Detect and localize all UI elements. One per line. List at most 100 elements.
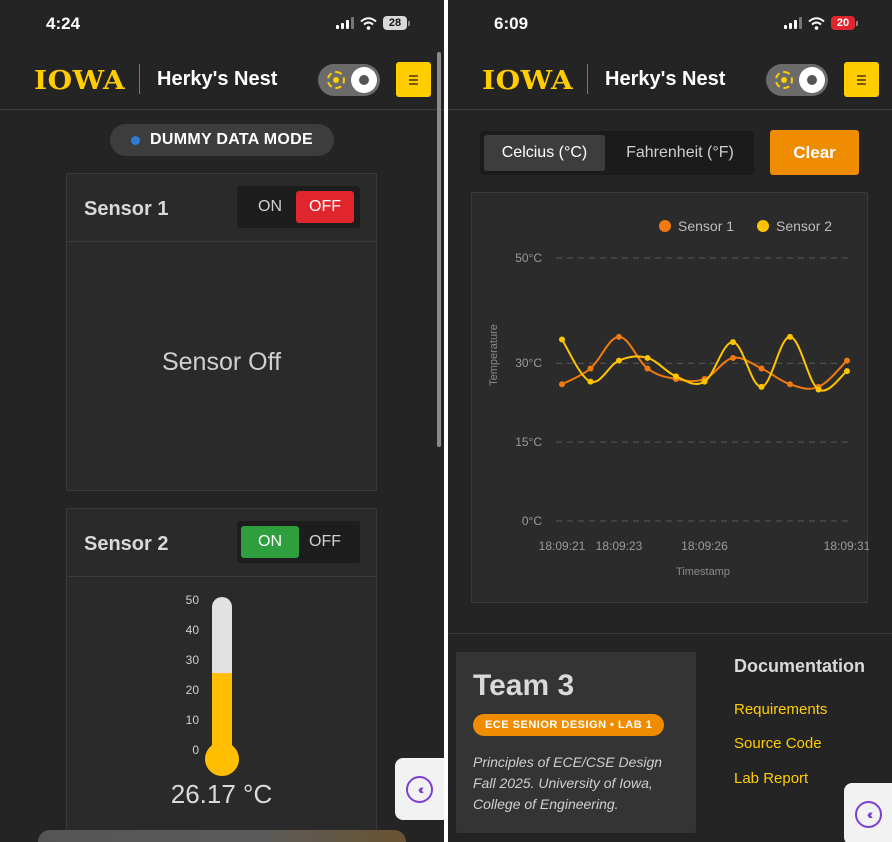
x-tick-label: 18:09:31 — [824, 539, 869, 553]
therm-tick: 20 — [185, 683, 199, 697]
status-bar: 6:09 20 — [448, 0, 892, 46]
celsius-button[interactable]: Celcius (°C) — [484, 135, 605, 171]
y-tick-label: 30°C — [515, 356, 542, 370]
data-point — [644, 354, 651, 361]
sensor-2-header: Sensor 2 ON OFF — [67, 509, 376, 577]
data-point — [730, 339, 736, 346]
data-point — [844, 368, 850, 375]
y-tick-label: 0°C — [522, 514, 542, 528]
signal-icon — [336, 17, 354, 29]
theme-toggle[interactable] — [318, 64, 380, 96]
status-bar: 4:24 28 — [0, 0, 444, 46]
collapse-panel-button[interactable]: ‹‹ — [395, 758, 444, 820]
iowa-logo[interactable]: IOWA — [482, 66, 574, 96]
sensor-2-reading: 26.17 °C — [170, 779, 273, 809]
thermometer-bulb — [205, 742, 239, 776]
data-point — [644, 365, 651, 372]
collapse-panel-button[interactable]: ‹‹ — [844, 783, 892, 842]
sensor-1-off-button[interactable]: OFF — [296, 191, 354, 223]
unit-selector: Celcius (°C) Fahrenheit (°F) — [480, 131, 754, 175]
header-divider — [139, 64, 140, 94]
data-point — [787, 381, 793, 388]
sensor-1-header: Sensor 1 ON OFF — [67, 174, 376, 242]
legend-label: Sensor 1 — [678, 218, 734, 234]
legend-marker — [659, 220, 671, 232]
sensor-2-on-button[interactable]: ON — [241, 526, 299, 558]
data-point — [559, 336, 565, 343]
y-tick-label: 15°C — [515, 435, 542, 449]
therm-tick: 0 — [192, 743, 199, 757]
data-point — [701, 378, 708, 385]
battery-icon: 28 — [383, 16, 410, 30]
double-chevron-left-icon: ‹‹ — [406, 776, 433, 803]
therm-tick: 40 — [185, 623, 199, 637]
app-header: IOWA Herky's Nest — [448, 46, 892, 110]
wifi-icon — [808, 16, 825, 30]
iowa-logo[interactable]: IOWA — [34, 66, 126, 96]
sensor-2-title: Sensor 2 — [84, 533, 169, 555]
clear-button[interactable]: Clear — [770, 130, 859, 175]
x-tick-label: 18:09:23 — [596, 539, 643, 553]
dummy-data-mode-badge: DUMMY DATA MODE — [110, 124, 334, 156]
fahrenheit-button[interactable]: Fahrenheit (°F) — [626, 144, 734, 161]
battery-level: 20 — [831, 16, 855, 30]
therm-tick: 50 — [185, 593, 199, 607]
thermometer-tube — [212, 597, 232, 757]
bottom-bar — [38, 830, 406, 842]
data-point — [587, 365, 594, 372]
data-point — [616, 357, 622, 364]
theme-toggle[interactable] — [766, 64, 828, 96]
source-code-link[interactable]: Source Code — [734, 735, 822, 752]
team-name: Team 3 — [473, 669, 575, 702]
therm-tick: 10 — [185, 713, 199, 727]
y-axis-label: Temperature — [488, 324, 500, 386]
footer-divider — [448, 633, 892, 634]
mode-indicator-dot — [130, 135, 140, 145]
sensor-1-off-message: Sensor Off — [161, 348, 282, 376]
wifi-icon — [360, 16, 377, 30]
battery-level: 28 — [383, 16, 407, 30]
data-point — [587, 378, 594, 385]
status-icons: 28 — [336, 16, 410, 30]
description-line: College of Engineering. — [473, 796, 619, 812]
requirements-link[interactable]: Requirements — [734, 701, 828, 718]
team-description: Principles of ECE/CSE Design Fall 2025. … — [473, 752, 662, 815]
app-title: Herky's Nest — [157, 68, 278, 90]
data-point — [616, 333, 622, 340]
temperature-chart: 0°C 15°C 30°C 50°C 18:09:21 18:09:23 18:09:26 1… — [471, 192, 869, 603]
mode-badge-label: DUMMY DATA MODE — [149, 131, 313, 148]
data-point — [758, 383, 765, 390]
menu-button[interactable] — [396, 62, 431, 97]
toggle-knob — [351, 67, 377, 93]
status-icons: 20 — [784, 16, 858, 30]
menu-button[interactable] — [844, 62, 879, 97]
description-line: Principles of ECE/CSE Design — [473, 754, 663, 770]
thermometer-fill — [212, 673, 232, 757]
lab-report-link[interactable]: Lab Report — [734, 770, 809, 787]
therm-tick: 30 — [185, 653, 199, 667]
data-point — [844, 357, 850, 364]
course-badge: ECE SENIOR DESIGN • LAB 1 — [473, 714, 665, 736]
documentation-title: Documentation — [734, 656, 866, 676]
status-time: 6:09 — [494, 14, 529, 33]
scrollbar[interactable] — [437, 52, 441, 447]
legend-marker — [757, 220, 769, 232]
header-divider — [587, 64, 588, 94]
right-phone-screen: 6:09 20 IOWA Herky's Nest Celcius (°C) F… — [448, 0, 892, 842]
sun-icon — [775, 71, 793, 89]
sensor-2-off-button[interactable]: OFF — [309, 533, 341, 550]
app-title: Herky's Nest — [605, 68, 726, 90]
left-phone-screen: 4:24 28 IOWA Herky's Nest DUMMY DATA MOD… — [0, 0, 444, 842]
y-tick-label: 50°C — [515, 251, 542, 265]
description-line: Fall 2025. University of Iowa, — [473, 775, 653, 791]
sensor-1-title: Sensor 1 — [84, 198, 169, 220]
sensor-2-switch: ON OFF — [237, 521, 360, 563]
signal-icon — [784, 17, 802, 29]
sensor-1-on-button[interactable]: ON — [258, 198, 282, 215]
sensor-2-card: Sensor 2 ON OFF 50 40 30 20 10 0 26.17 °… — [66, 508, 377, 842]
x-tick-label: 18:09:26 — [681, 539, 728, 553]
data-point — [559, 381, 565, 388]
legend-label: Sensor 2 — [776, 218, 832, 234]
sensor-1-switch: ON OFF — [237, 186, 360, 228]
data-point — [730, 354, 736, 361]
